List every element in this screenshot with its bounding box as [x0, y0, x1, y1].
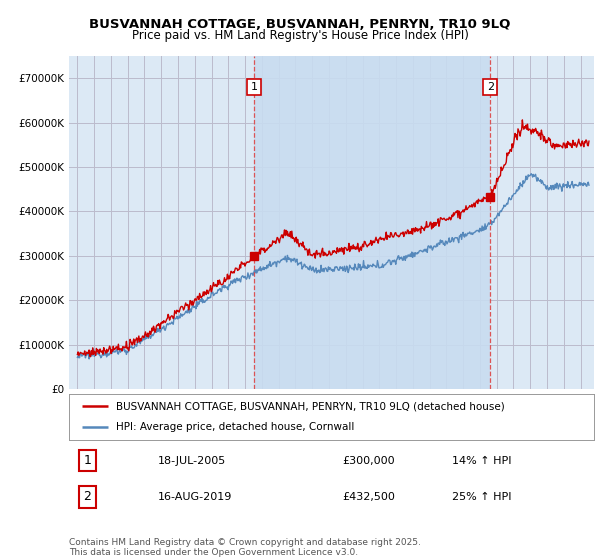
Text: 18-JUL-2005: 18-JUL-2005 — [158, 456, 227, 465]
Text: BUSVANNAH COTTAGE, BUSVANNAH, PENRYN, TR10 9LQ: BUSVANNAH COTTAGE, BUSVANNAH, PENRYN, TR… — [89, 18, 511, 31]
Text: HPI: Average price, detached house, Cornwall: HPI: Average price, detached house, Corn… — [116, 422, 355, 432]
Text: Contains HM Land Registry data © Crown copyright and database right 2025.
This d: Contains HM Land Registry data © Crown c… — [69, 538, 421, 557]
Text: 16-AUG-2019: 16-AUG-2019 — [158, 492, 233, 502]
Text: 2: 2 — [487, 82, 494, 92]
Text: 1: 1 — [83, 454, 91, 467]
Text: 2: 2 — [83, 491, 91, 503]
Text: £300,000: £300,000 — [342, 456, 395, 465]
Bar — [254, 56, 490, 389]
Text: 1: 1 — [251, 82, 257, 92]
Text: BUSVANNAH COTTAGE, BUSVANNAH, PENRYN, TR10 9LQ (detached house): BUSVANNAH COTTAGE, BUSVANNAH, PENRYN, TR… — [116, 401, 505, 411]
Text: 25% ↑ HPI: 25% ↑ HPI — [452, 492, 512, 502]
Text: Price paid vs. HM Land Registry's House Price Index (HPI): Price paid vs. HM Land Registry's House … — [131, 29, 469, 42]
Text: £432,500: £432,500 — [342, 492, 395, 502]
Text: 14% ↑ HPI: 14% ↑ HPI — [452, 456, 512, 465]
